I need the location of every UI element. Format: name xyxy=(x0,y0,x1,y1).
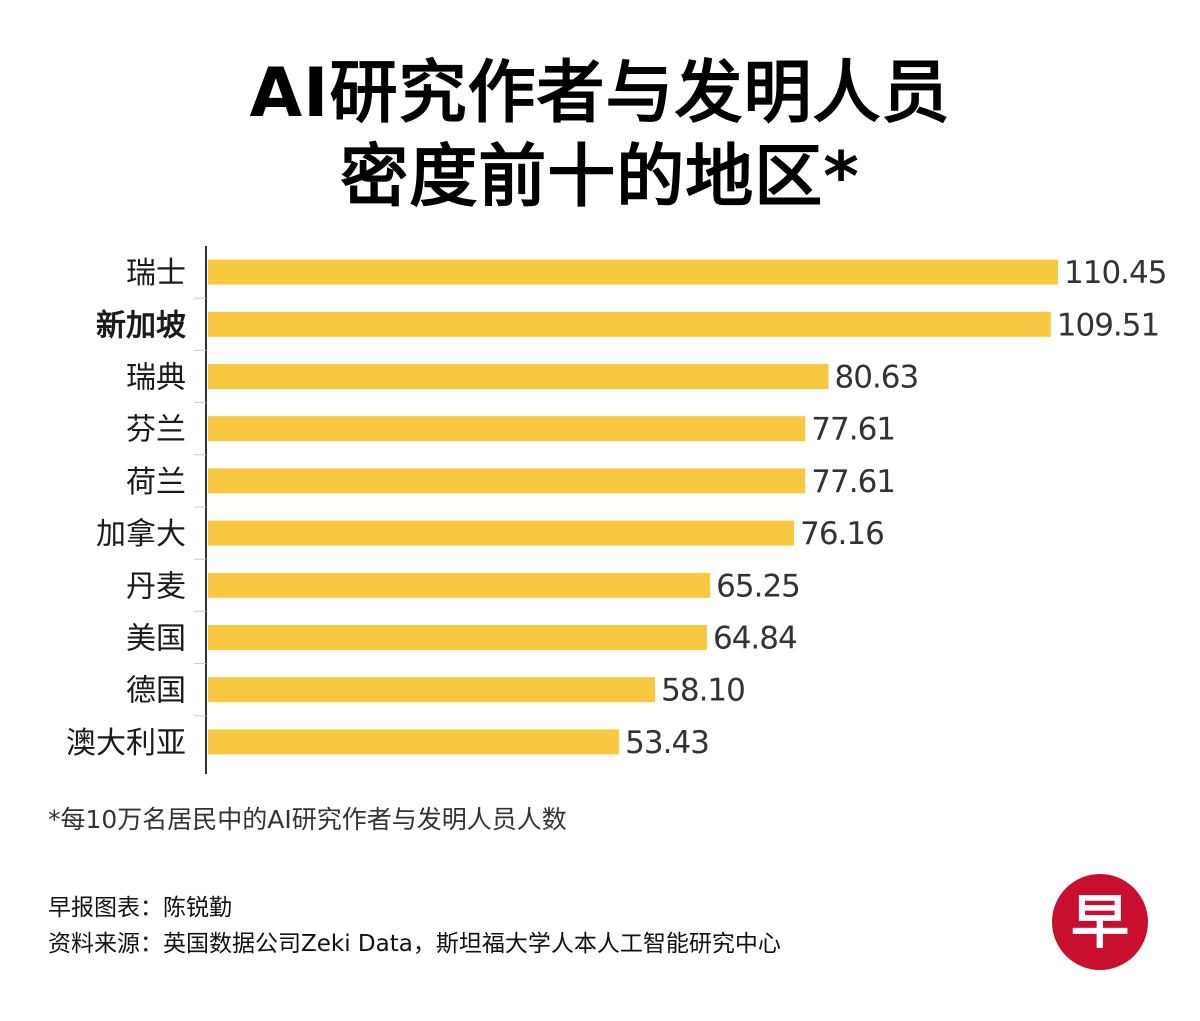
bar xyxy=(208,468,806,494)
bar xyxy=(208,625,707,650)
value-label: 58.10 xyxy=(661,673,745,709)
value-label: 110.45 xyxy=(1064,255,1166,291)
chart-title-line-2: 密度前十的地区* xyxy=(340,138,860,217)
value-label: 109.51 xyxy=(1057,307,1159,343)
value-label: 64.84 xyxy=(713,621,797,657)
value-label: 77.61 xyxy=(811,464,895,500)
bar-chart: 瑞士 110.45 新加坡 109.51 瑞典 80.63 芬兰 77.61 荷兰 77.61 加拿… xyxy=(66,246,1167,774)
chart-title: AI研究作者与发明人员 密度前十的地区* xyxy=(0,52,1200,220)
value-label: 53.43 xyxy=(625,725,709,761)
value-label: 77.61 xyxy=(811,412,895,448)
value-label: 80.63 xyxy=(835,360,919,396)
bar xyxy=(208,677,656,703)
value-label: 76.16 xyxy=(800,516,884,552)
chart-title-line-1: AI研究作者与发明人员 xyxy=(249,54,951,133)
value-label: 65.25 xyxy=(716,568,800,604)
bar xyxy=(208,311,1051,337)
logo-text: 早 xyxy=(1070,888,1129,956)
source-credit: 资料来源：英国数据公司Zeki Data，斯坦福大学人本人工智能研究中心 xyxy=(48,931,781,957)
bar xyxy=(208,520,795,546)
category-label: 美国 xyxy=(126,622,186,657)
category-label: 丹麦 xyxy=(126,569,186,604)
footnote: *每10万名居民中的AI研究作者与发明人员人数 xyxy=(48,805,567,834)
bar xyxy=(208,572,711,598)
category-label: 瑞士 xyxy=(126,256,186,291)
category-label: 瑞典 xyxy=(126,361,186,396)
bar xyxy=(208,259,1058,285)
category-label: 新加坡 xyxy=(96,308,186,343)
category-label: 加拿大 xyxy=(96,517,186,552)
category-label: 荷兰 xyxy=(126,465,186,500)
chart-credit: 早报图表：陈锐勤 xyxy=(48,895,232,921)
category-label: 芬兰 xyxy=(126,413,186,448)
category-label: 德国 xyxy=(126,674,186,709)
zaobao-logo-icon: 早 xyxy=(1052,874,1148,970)
bar xyxy=(208,364,829,389)
credits: 早报图表：陈锐勤 资料来源：英国数据公司Zeki Data，斯坦福大学人本人工智… xyxy=(48,890,781,962)
category-label: 澳大利亚 xyxy=(66,726,186,761)
bar xyxy=(208,416,806,442)
bar xyxy=(208,729,620,755)
